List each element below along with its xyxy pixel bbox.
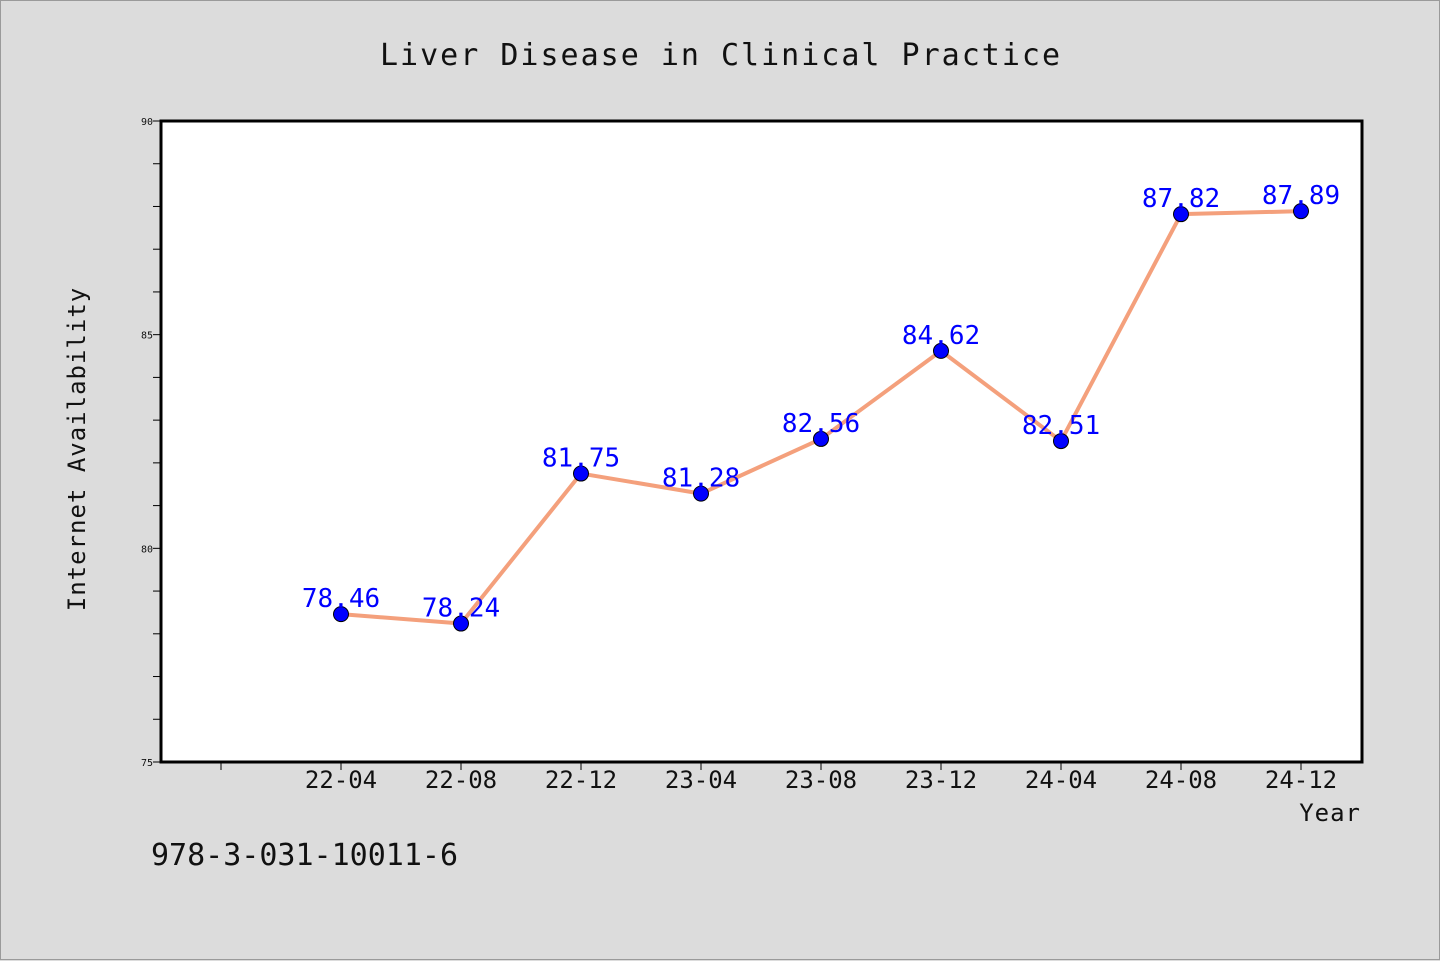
- chart-title: Liver Disease in Clinical Practice: [380, 38, 1062, 73]
- x-tick-label: 23-04: [665, 766, 737, 794]
- x-tick-label: 24-04: [1025, 766, 1097, 794]
- data-label: 82.56: [782, 409, 860, 439]
- series-layer: 78.46 78.24 81.75 81.28 82.56 84.62 82.51 87.82…: [302, 181, 1340, 632]
- x-tick-label: 23-12: [905, 766, 977, 794]
- data-point: [1173, 206, 1189, 223]
- data-label: 78.46: [302, 584, 380, 614]
- data-label: 87.82: [1142, 184, 1220, 214]
- x-tick-label: 23-08: [785, 766, 857, 794]
- data-label: 81.75: [542, 444, 620, 474]
- isbn-footer: 978-3-031-10011-6: [151, 838, 458, 873]
- y-tick-label: 75: [141, 758, 153, 769]
- data-point: [573, 465, 589, 482]
- plot-area: [159, 119, 1364, 764]
- x-axis: 22-04 22-08 22-12 23-04 23-08 23-12 24-04 24-08…: [220, 762, 1337, 794]
- data-point: [1053, 433, 1069, 450]
- data-point: [933, 342, 949, 359]
- y-tick-label: 85: [141, 331, 153, 342]
- y-axis-label: Internet Availability: [63, 287, 91, 611]
- data-label: 81.28: [662, 464, 740, 494]
- data-label: 78.24: [422, 594, 500, 624]
- x-tick-label: 22-04: [305, 766, 377, 794]
- data-point: [333, 606, 349, 623]
- x-axis-label: Year: [1299, 799, 1361, 827]
- y-axis: 75 80 85 90: [141, 117, 161, 769]
- y-tick-label: 80: [141, 544, 153, 555]
- x-tick-label: 24-12: [1265, 766, 1337, 794]
- data-point: [693, 485, 709, 502]
- data-label: 87.89: [1262, 181, 1340, 211]
- y-tick-label: 90: [141, 117, 153, 128]
- x-tick-label: 22-08: [425, 766, 497, 794]
- x-tick-label: 22-12: [545, 766, 617, 794]
- data-point: [1293, 203, 1309, 220]
- data-label: 84.62: [902, 321, 980, 351]
- x-tick-label: 24-08: [1145, 766, 1217, 794]
- data-point: [453, 615, 469, 632]
- data-label: 82.51: [1022, 411, 1100, 441]
- data-point: [813, 430, 829, 447]
